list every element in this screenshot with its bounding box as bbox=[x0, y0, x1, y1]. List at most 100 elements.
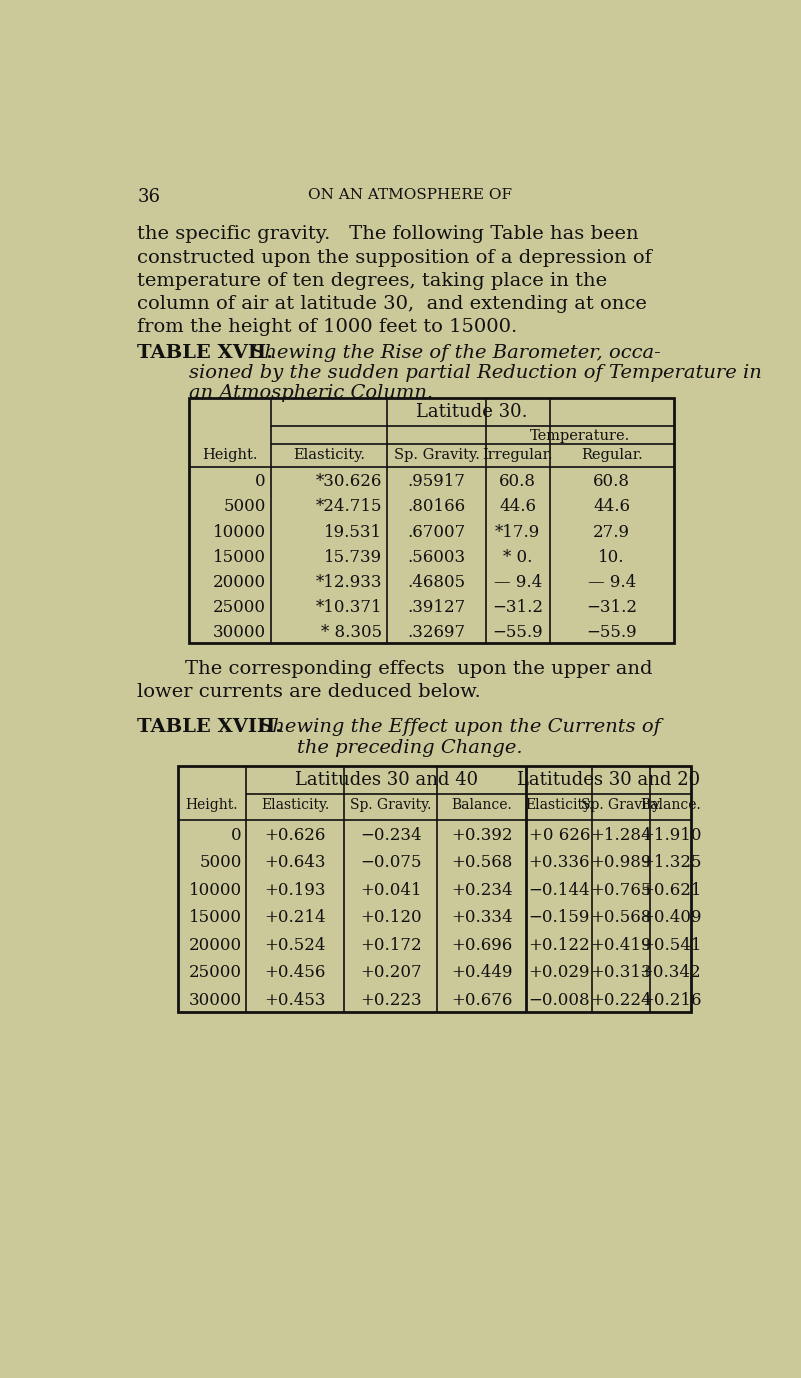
Text: *17.9: *17.9 bbox=[495, 524, 541, 540]
Bar bbox=[178, 766, 690, 1013]
Text: +1.325: +1.325 bbox=[640, 854, 701, 871]
Text: TABLE XVII.: TABLE XVII. bbox=[137, 344, 273, 362]
Text: +0.409: +0.409 bbox=[640, 909, 701, 926]
Text: +0.223: +0.223 bbox=[360, 992, 421, 1009]
Text: +0.122: +0.122 bbox=[529, 937, 590, 954]
Text: ON AN ATMOSPHERE OF: ON AN ATMOSPHERE OF bbox=[308, 189, 512, 203]
Text: Latitudes 30 and 20: Latitudes 30 and 20 bbox=[517, 772, 700, 790]
Text: −0.075: −0.075 bbox=[360, 854, 421, 871]
Text: column of air at latitude 30,  and extending at once: column of air at latitude 30, and extend… bbox=[137, 295, 647, 313]
Text: +0.568: +0.568 bbox=[590, 909, 652, 926]
Text: Sp. Gravity.: Sp. Gravity. bbox=[393, 448, 480, 462]
Text: 5000: 5000 bbox=[223, 499, 266, 515]
Text: Irregular.: Irregular. bbox=[482, 448, 553, 462]
Text: +0.453: +0.453 bbox=[264, 992, 326, 1009]
Text: 20000: 20000 bbox=[213, 573, 266, 591]
Text: 19.531: 19.531 bbox=[324, 524, 382, 540]
Text: +0.193: +0.193 bbox=[264, 882, 326, 898]
Text: +0.626: +0.626 bbox=[264, 827, 326, 843]
Text: +0 626: +0 626 bbox=[529, 827, 590, 843]
Text: .32697: .32697 bbox=[408, 624, 465, 641]
Text: +0.621: +0.621 bbox=[640, 882, 701, 898]
Text: .56003: .56003 bbox=[408, 548, 465, 565]
Text: +0.224: +0.224 bbox=[590, 992, 652, 1009]
Text: *12.933: *12.933 bbox=[316, 573, 382, 591]
Text: +0.214: +0.214 bbox=[264, 909, 326, 926]
Text: from the height of 1000 feet to 15000.: from the height of 1000 feet to 15000. bbox=[137, 318, 517, 336]
Text: Elasticity.: Elasticity. bbox=[525, 798, 594, 812]
Text: sioned by the sudden partial Reduction of Temperature in: sioned by the sudden partial Reduction o… bbox=[189, 364, 762, 382]
Text: 15.739: 15.739 bbox=[324, 548, 382, 565]
Text: * 0.: * 0. bbox=[503, 548, 533, 565]
Text: lower currents are deduced below.: lower currents are deduced below. bbox=[137, 683, 481, 701]
Text: 10000: 10000 bbox=[189, 882, 242, 898]
Text: 20000: 20000 bbox=[189, 937, 242, 954]
Bar bbox=[189, 398, 674, 642]
Text: +0.216: +0.216 bbox=[640, 992, 701, 1009]
Text: +0.207: +0.207 bbox=[360, 965, 421, 981]
Text: 44.6: 44.6 bbox=[593, 499, 630, 515]
Text: +0.568: +0.568 bbox=[451, 854, 513, 871]
Text: Elasticity.: Elasticity. bbox=[261, 798, 329, 812]
Text: .39127: .39127 bbox=[408, 599, 465, 616]
Text: +0.989: +0.989 bbox=[590, 854, 652, 871]
Text: −55.9: −55.9 bbox=[586, 624, 637, 641]
Text: +0.041: +0.041 bbox=[360, 882, 421, 898]
Text: −0.144: −0.144 bbox=[529, 882, 590, 898]
Text: +0.234: +0.234 bbox=[451, 882, 513, 898]
Text: −31.2: −31.2 bbox=[493, 599, 543, 616]
Text: −0.008: −0.008 bbox=[529, 992, 590, 1009]
Text: 0: 0 bbox=[256, 474, 266, 491]
Text: Regular.: Regular. bbox=[581, 448, 642, 462]
Text: Elasticity.: Elasticity. bbox=[292, 448, 364, 462]
Text: TABLE XVIII.: TABLE XVIII. bbox=[137, 718, 283, 736]
Text: the specific gravity.   The following Table has been: the specific gravity. The following Tabl… bbox=[137, 226, 639, 244]
Text: 10.: 10. bbox=[598, 548, 625, 565]
Text: Balance.: Balance. bbox=[640, 798, 701, 812]
Text: .95917: .95917 bbox=[408, 474, 465, 491]
Text: 36: 36 bbox=[137, 189, 160, 207]
Text: −55.9: −55.9 bbox=[493, 624, 543, 641]
Text: 25000: 25000 bbox=[189, 965, 242, 981]
Text: +0.676: +0.676 bbox=[451, 992, 513, 1009]
Text: Latitudes 30 and 40: Latitudes 30 and 40 bbox=[295, 772, 477, 790]
Text: 5000: 5000 bbox=[199, 854, 242, 871]
Text: *30.626: *30.626 bbox=[316, 474, 382, 491]
Text: −0.234: −0.234 bbox=[360, 827, 421, 843]
Text: an Atmospheric Column.: an Atmospheric Column. bbox=[189, 384, 433, 402]
Text: Latitude 30.: Latitude 30. bbox=[417, 402, 528, 420]
Text: — 9.4: — 9.4 bbox=[587, 573, 636, 591]
Text: *24.715: *24.715 bbox=[316, 499, 382, 515]
Text: 44.6: 44.6 bbox=[499, 499, 537, 515]
Text: Sp. Gravity.: Sp. Gravity. bbox=[581, 798, 662, 812]
Text: *10.371: *10.371 bbox=[316, 599, 382, 616]
Text: Temperature.: Temperature. bbox=[529, 429, 630, 442]
Text: 27.9: 27.9 bbox=[593, 524, 630, 540]
Text: +0.392: +0.392 bbox=[451, 827, 513, 843]
Text: Shewing the Effect upon the Currents of: Shewing the Effect upon the Currents of bbox=[259, 718, 661, 736]
Text: 25000: 25000 bbox=[213, 599, 266, 616]
Text: +0.334: +0.334 bbox=[451, 909, 513, 926]
Text: Balance.: Balance. bbox=[452, 798, 512, 812]
Text: 60.8: 60.8 bbox=[499, 474, 537, 491]
Text: −0.159: −0.159 bbox=[529, 909, 590, 926]
Text: +0.172: +0.172 bbox=[360, 937, 421, 954]
Text: +0.696: +0.696 bbox=[451, 937, 513, 954]
Text: temperature of ten degrees, taking place in the: temperature of ten degrees, taking place… bbox=[137, 271, 607, 289]
Text: +0.336: +0.336 bbox=[529, 854, 590, 871]
Text: 15000: 15000 bbox=[189, 909, 242, 926]
Text: Height.: Height. bbox=[202, 448, 258, 462]
Text: * 8.305: * 8.305 bbox=[321, 624, 382, 641]
Text: 15000: 15000 bbox=[213, 548, 266, 565]
Text: — 9.4: — 9.4 bbox=[493, 573, 542, 591]
Text: +0.541: +0.541 bbox=[640, 937, 701, 954]
Text: The corresponding effects  upon the upper and: The corresponding effects upon the upper… bbox=[185, 660, 653, 678]
Text: +0.765: +0.765 bbox=[590, 882, 652, 898]
Text: 10000: 10000 bbox=[213, 524, 266, 540]
Text: +0.029: +0.029 bbox=[529, 965, 590, 981]
Text: +0.342: +0.342 bbox=[640, 965, 702, 981]
Text: .46805: .46805 bbox=[408, 573, 465, 591]
Text: +0.419: +0.419 bbox=[590, 937, 652, 954]
Text: Sp. Gravity.: Sp. Gravity. bbox=[350, 798, 432, 812]
Text: +0.643: +0.643 bbox=[264, 854, 326, 871]
